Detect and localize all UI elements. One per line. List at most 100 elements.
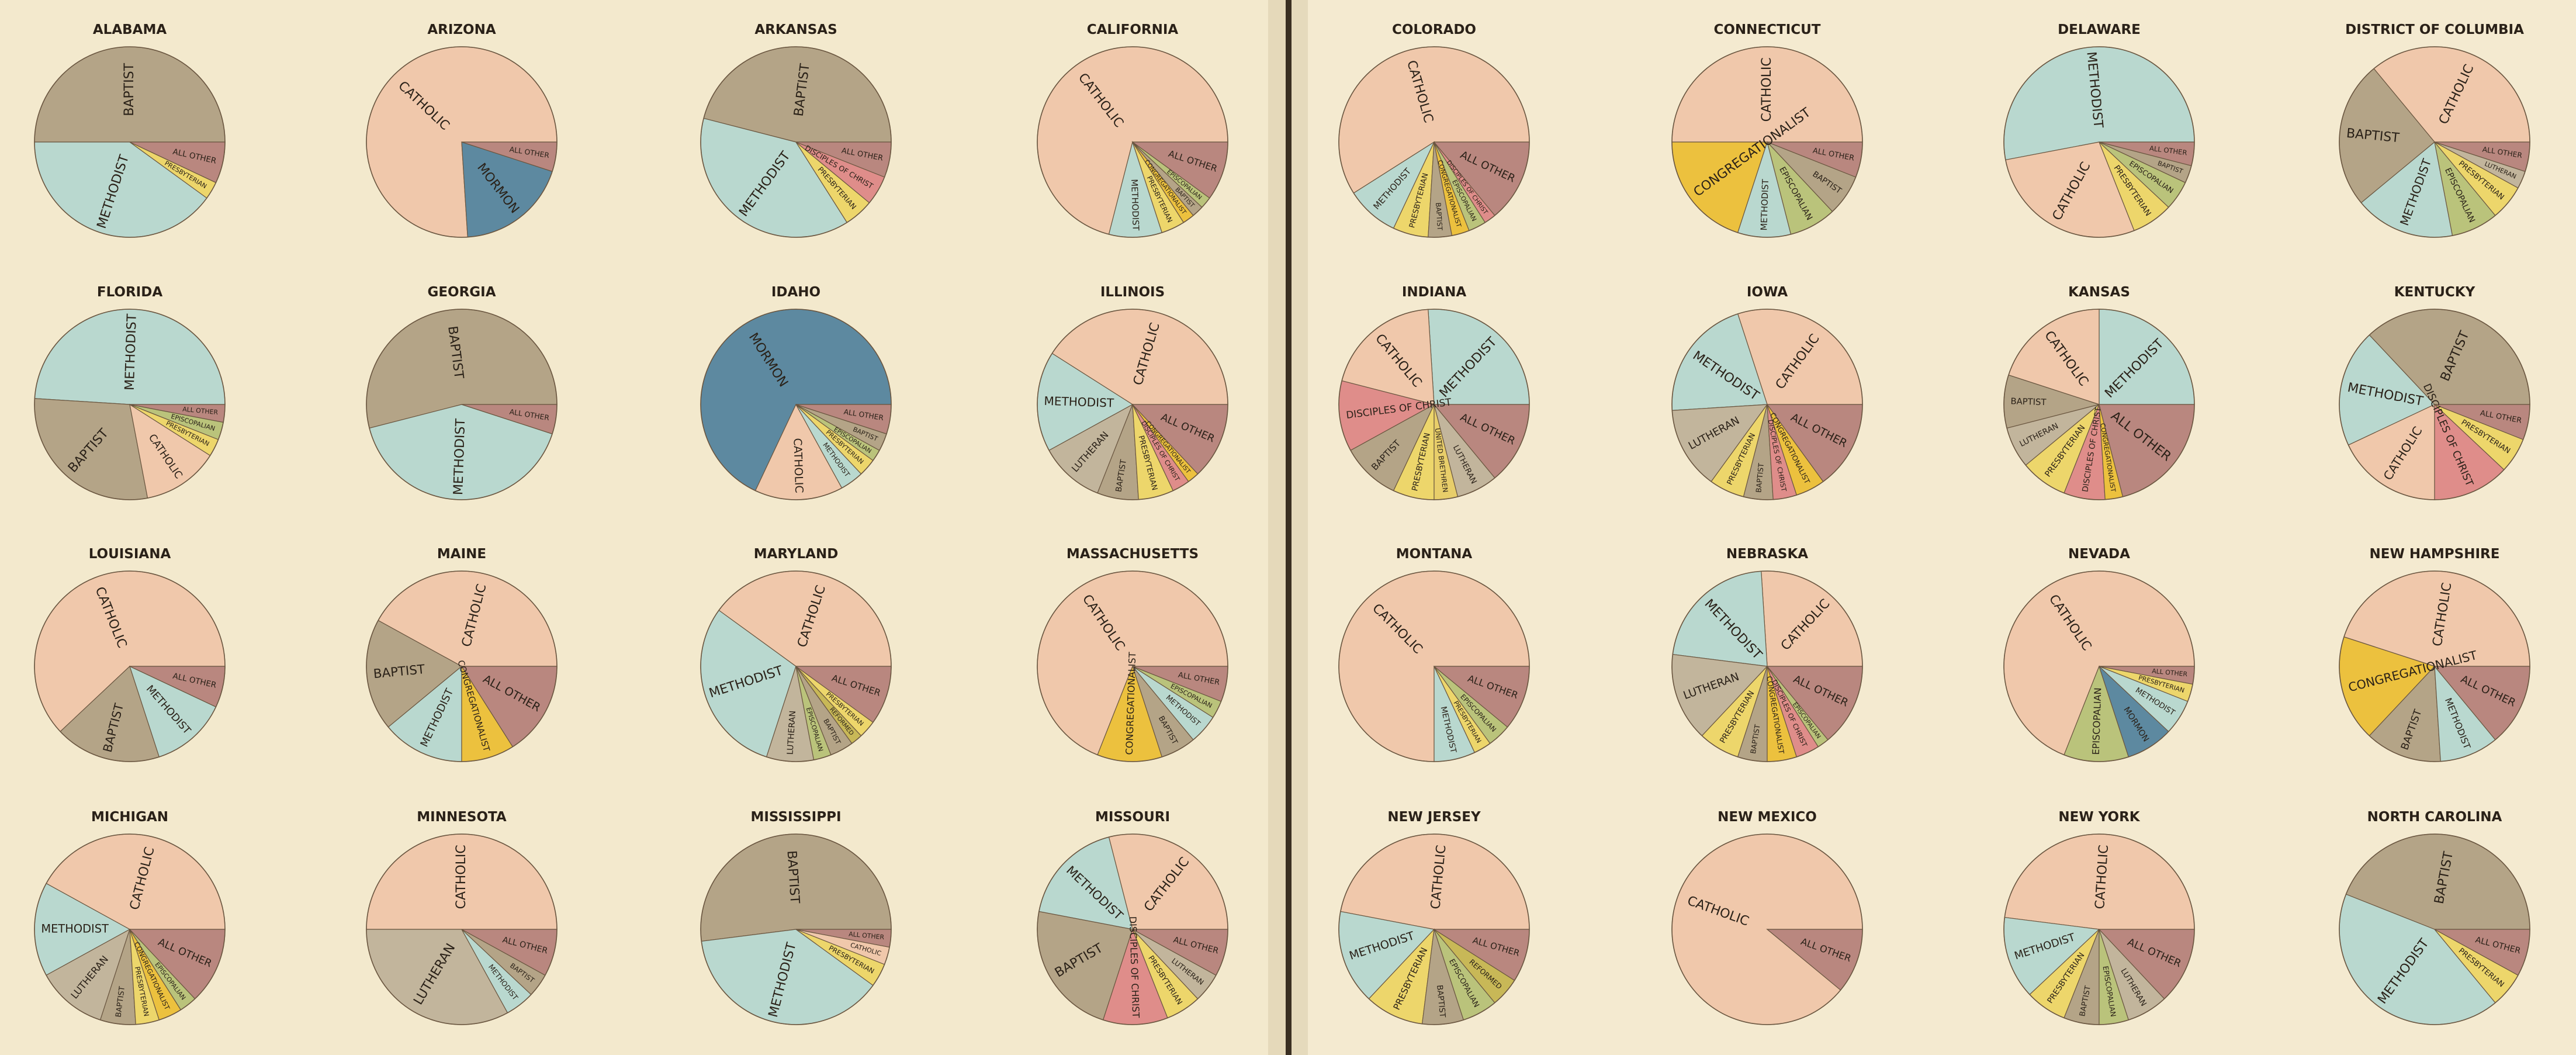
pie-title-colorado: COLORADO <box>1392 22 1476 37</box>
pie-title-new-mexico: NEW MEXICO <box>1718 810 1817 825</box>
pie-nebraska: NEBRASKACATHOLICMETHODISTLUTHERANPRESBYT… <box>1671 546 1863 762</box>
pie-kansas: KANSASMETHODISTCATHOLICBAPTISTLUTHERANPR… <box>2003 285 2195 500</box>
pie-title-delaware: DELAWARE <box>2058 22 2141 37</box>
pie-label-florida-all-other: ALL OTHER <box>182 406 219 417</box>
pie-outline-district-of-columbia <box>2339 46 2530 238</box>
pie-title-maryland: MARYLAND <box>754 546 839 562</box>
pie-iowa: IOWACATHOLICMETHODISTLUTHERANPRESBYTERIA… <box>1671 285 1863 500</box>
pie-outline-florida <box>34 309 226 500</box>
pie-outline-new-jersey <box>1338 833 1530 1025</box>
pie-title-illinois: ILLINOIS <box>1100 285 1165 300</box>
pie-new-york: NEW YORKCATHOLICMETHODISTPRESBYTERIANBAP… <box>2003 810 2195 1025</box>
pie-outline-colorado <box>1338 46 1530 238</box>
pie-label-mississippi-all-other: ALL OTHER <box>849 931 885 942</box>
pie-title-connecticut: CONNECTICUT <box>1713 22 1820 37</box>
pie-label-nevada-all-other: ALL OTHER <box>2152 667 2188 679</box>
pie-title-montana: MONTANA <box>1396 546 1473 562</box>
pie-outline-michigan <box>34 833 226 1025</box>
pie-title-new-hampshire: NEW HAMPSHIRE <box>2370 546 2500 562</box>
pie-title-maine: MAINE <box>437 546 486 562</box>
pie-outline-north-carolina <box>2339 833 2530 1025</box>
pie-montana: MONTANACATHOLICMETHODISTPRESBYTERIANEPIS… <box>1338 546 1530 762</box>
pie-title-kansas: KANSAS <box>2068 285 2130 300</box>
pie-title-nebraska: NEBRASKA <box>1726 546 1808 562</box>
pie-outline-new-york <box>2003 833 2195 1025</box>
pie-title-indiana: INDIANA <box>1402 285 1467 300</box>
pie-label-illinois-methodist: METHODIST <box>1044 394 1114 410</box>
pie-title-kentucky: KENTUCKY <box>2394 285 2475 300</box>
pie-label-connecticut-methodist: METHODIST <box>1759 178 1771 231</box>
pie-title-idaho: IDAHO <box>771 285 820 300</box>
pie-label-kansas-baptist: BAPTIST <box>2010 396 2047 407</box>
pie-label-michigan-baptist: BAPTIST <box>115 986 127 1018</box>
pie-outline-missouri <box>1037 833 1228 1025</box>
pie-outline-iowa <box>1671 309 1863 500</box>
pie-title-iowa: IOWA <box>1747 285 1788 300</box>
pie-label-california-methodist: METHODIST <box>1129 179 1141 231</box>
pie-outline-connecticut <box>1671 46 1863 238</box>
pie-outline-louisiana <box>34 570 226 762</box>
pie-label-colorado-baptist: BAPTIST <box>1434 202 1444 231</box>
pie-outline-nevada <box>2003 570 2195 762</box>
pie-outline-georgia <box>366 309 558 500</box>
pie-label-minnesota-catholic: CATHOLIC <box>454 845 469 909</box>
pie-title-north-carolina: NORTH CAROLINA <box>2367 810 2502 825</box>
pie-title-michigan: MICHIGAN <box>91 810 168 825</box>
pie-title-florida: FLORIDA <box>97 285 162 300</box>
pie-new-hampshire: NEW HAMPSHIRECATHOLICCONGREGATIONALISTBA… <box>2339 546 2530 762</box>
pie-outline-arkansas <box>700 46 892 238</box>
pie-outline-mississippi <box>700 833 892 1025</box>
pie-outline-delaware <box>2003 46 2195 238</box>
pie-title-nevada: NEVADA <box>2068 546 2130 562</box>
pie-kentucky: KENTUCKYBAPTISTMETHODISTCATHOLICDISCIPLE… <box>2339 285 2530 500</box>
pie-label-maryland-lutheran: LUTHERAN <box>785 710 798 755</box>
pie-outline-kentucky <box>2339 309 2530 500</box>
page-gutter <box>1286 0 1292 1055</box>
pie-outline-idaho <box>700 309 892 500</box>
pie-title-alabama: ALABAMA <box>93 22 167 37</box>
pie-title-massachusetts: MASSACHUSETTS <box>1067 546 1199 562</box>
pie-title-minnesota: MINNESOTA <box>417 810 507 825</box>
pie-title-new-york: NEW YORK <box>2058 810 2140 825</box>
pie-outline-massachusetts <box>1037 570 1228 762</box>
pie-title-arkansas: ARKANSAS <box>754 22 837 37</box>
pie-label-iowa-baptist: BAPTIST <box>1754 462 1765 493</box>
pie-title-new-jersey: NEW JERSEY <box>1387 810 1481 825</box>
pie-label-new-jersey-baptist: BAPTIST <box>1435 984 1447 1018</box>
pie-label-georgia-methodist: METHODIST <box>451 418 468 495</box>
pie-outline-nebraska <box>1671 570 1863 762</box>
pie-title-district-of-columbia: DISTRICT OF COLUMBIA <box>2345 22 2524 37</box>
pie-district-of-columbia: DISTRICT OF COLUMBIACATHOLICBAPTISTMETHO… <box>2339 22 2530 238</box>
pie-title-missouri: MISSOURI <box>1095 810 1170 825</box>
pie-label-alabama-baptist: BAPTIST <box>122 63 137 116</box>
pie-illinois: ILLINOISCATHOLICMETHODISTLUTHERANBAPTIST… <box>1037 285 1228 500</box>
pie-outline-montana <box>1338 570 1530 762</box>
pie-outline-alabama <box>34 46 226 238</box>
pie-outline-arizona <box>366 46 558 238</box>
pie-outline-new-hampshire <box>2339 570 2530 762</box>
pie-outline-maryland <box>700 570 892 762</box>
pie-label-idaho-catholic: CATHOLIC <box>791 438 805 493</box>
pie-label-nevada-episcopalian: EPISCOPALIAN <box>2090 687 2104 755</box>
